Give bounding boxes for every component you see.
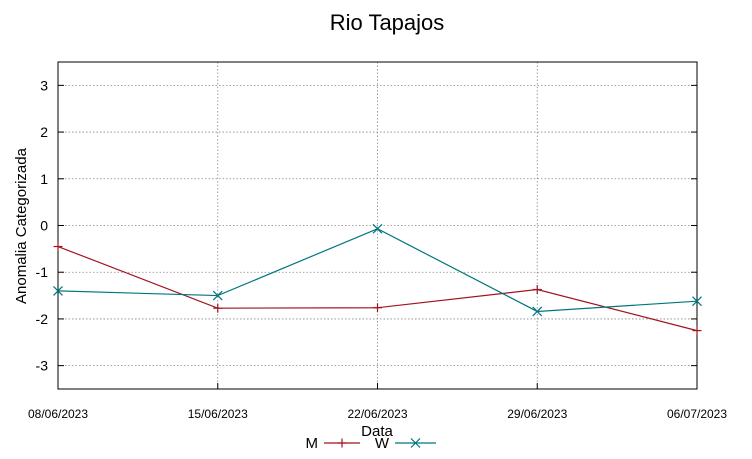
legend-label-M: M (306, 435, 319, 452)
legend-marker-M (337, 438, 347, 448)
x-tick-label: 22/06/2023 (347, 407, 407, 421)
y-tick-label: -2 (36, 311, 49, 327)
x-tick-label: 15/06/2023 (188, 407, 248, 421)
data-point-M (53, 242, 63, 252)
grid-lines (57, 62, 698, 389)
series (53, 223, 702, 336)
data-point-W (53, 285, 63, 296)
x-tick-label: 29/06/2023 (507, 407, 567, 421)
legend-marker-W (410, 438, 421, 448)
chart-title: Rio Tapajos (330, 10, 445, 35)
data-point-W (212, 290, 223, 301)
data-point-W (372, 223, 383, 234)
x-tick-label: 06/07/2023 (667, 407, 727, 421)
data-point-M (213, 303, 223, 313)
x-tick-label: 08/06/2023 (28, 407, 88, 421)
y-ticks: -3 -2 -1 0 1 2 3 (36, 77, 697, 374)
x-axis-label: Data (361, 423, 393, 440)
x-ticks: 08/06/2023 15/06/2023 22/06/2023 29/06/2023… (28, 383, 727, 421)
y-tick-label: 3 (40, 77, 48, 93)
legend-label-W: W (375, 435, 390, 452)
data-point-W (692, 296, 702, 307)
data-point-M (692, 326, 702, 336)
data-point-M (373, 303, 382, 313)
y-tick-label: 0 (40, 218, 48, 234)
y-axis-label: Anomalia Categorizada (13, 147, 30, 304)
y-tick-label: -3 (36, 358, 49, 374)
y-tick-label: -1 (36, 264, 49, 280)
data-point-W (532, 306, 543, 317)
y-tick-label: 1 (40, 171, 48, 187)
data-point-M (532, 284, 542, 294)
y-tick-label: 2 (40, 124, 48, 140)
